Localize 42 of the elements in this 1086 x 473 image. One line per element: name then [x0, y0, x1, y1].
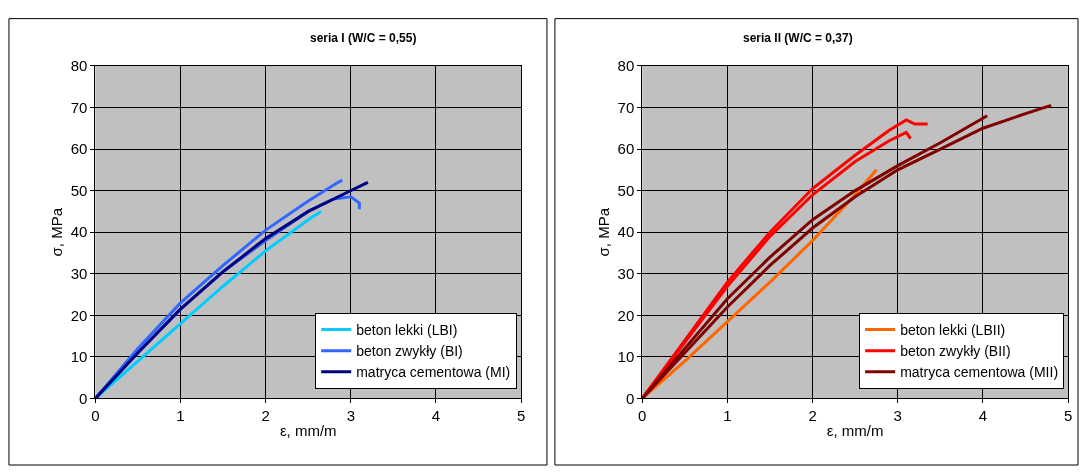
x-tick-label: 5: [516, 407, 526, 425]
y-tick-label: 80: [617, 57, 635, 75]
x-tick-label: 0: [91, 407, 100, 425]
y-axis-title: σ, MPa: [47, 207, 65, 257]
x-tick-label: 0: [638, 407, 647, 425]
y-tick-label: 50: [617, 181, 635, 199]
x-tick-label: 3: [893, 407, 902, 425]
x-tick-label: 2: [808, 407, 817, 425]
x-tick-label: 4: [431, 407, 441, 425]
y-axis-title: σ, MPa: [594, 207, 612, 257]
x-tick-label: 3: [346, 407, 355, 425]
y-tick-label: 40: [617, 223, 635, 241]
y-tick-label: 30: [70, 265, 88, 283]
x-tick-label: 2: [261, 407, 270, 425]
y-tick-label: 80: [70, 57, 88, 75]
y-tick-label: 60: [617, 140, 635, 158]
legend-label: beton lekki (LBI): [356, 321, 458, 338]
y-tick-label: 50: [70, 181, 88, 199]
y-tick-label: 20: [70, 306, 88, 324]
y-tick-label: 70: [70, 98, 88, 116]
y-tick-label: 30: [617, 265, 635, 283]
chart-title: seria II (W/C = 0,37): [743, 31, 853, 45]
y-tick-label: 60: [70, 140, 88, 158]
y-tick-label: 40: [70, 223, 88, 241]
chart-title: seria I (W/C = 0,55): [310, 31, 417, 45]
x-tick-label: 1: [176, 407, 185, 425]
legend-label: matryca cementowa (MI): [356, 364, 511, 381]
legend-label: beton zwykły (BI): [356, 343, 463, 360]
y-tick-label: 20: [617, 306, 635, 324]
y-tick-label: 10: [70, 348, 88, 366]
legend-label: beton zwykły (BII): [900, 343, 1011, 360]
x-tick-label: 1: [723, 407, 732, 425]
y-tick-label: 10: [617, 348, 635, 366]
y-tick-label: 0: [625, 389, 635, 407]
legend-label: beton lekki (LBII): [900, 321, 1006, 338]
legend-label: matryca cementowa (MII): [900, 364, 1059, 381]
x-tick-label: 4: [978, 407, 988, 425]
y-tick-label: 70: [617, 98, 635, 116]
y-tick-label: 0: [78, 389, 88, 407]
x-axis-title: ε, mm/m: [826, 422, 884, 440]
x-axis-title: ε, mm/m: [279, 422, 337, 440]
x-tick-label: 5: [1063, 407, 1073, 425]
